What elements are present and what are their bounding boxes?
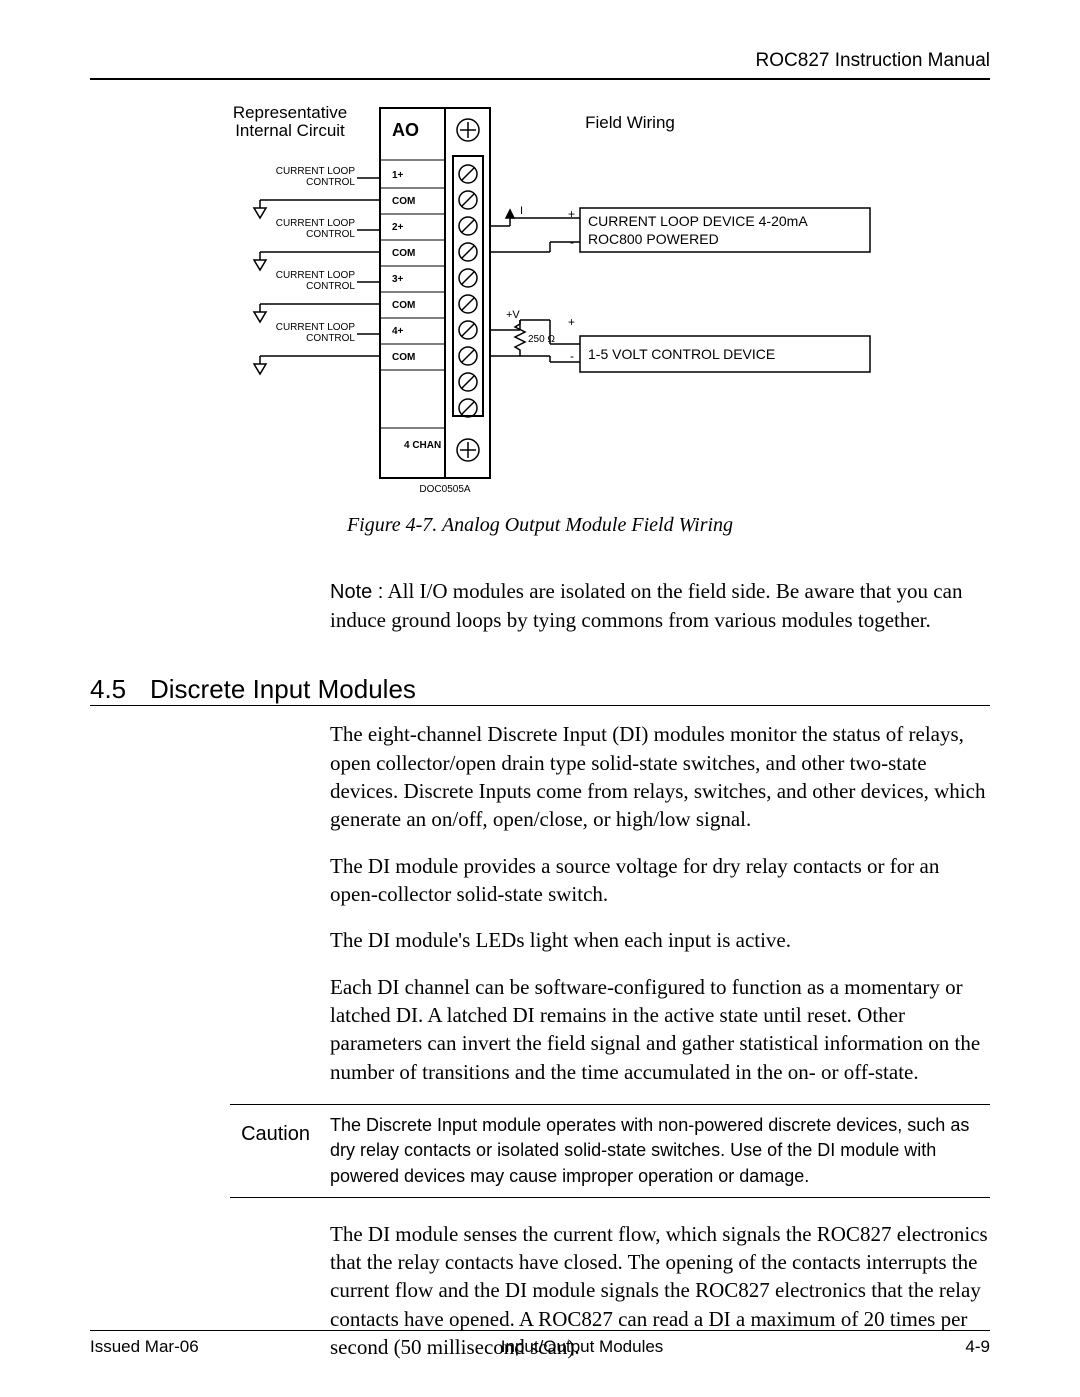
svg-text:250 Ω: 250 Ω [528, 334, 555, 345]
svg-text:-: - [570, 235, 574, 249]
footer-right: 4-9 [965, 1337, 990, 1357]
caution-block: Caution The Discrete Input module operat… [230, 1104, 990, 1198]
svg-text:COM: COM [392, 352, 415, 363]
note-text: All I/O modules are isolated on the fiel… [330, 579, 962, 632]
svg-text:I: I [520, 205, 523, 217]
para-1: The eight-channel Discrete Input (DI) mo… [330, 720, 990, 833]
rep-label-2: Internal Circuit [235, 121, 345, 140]
section-title: Discrete Input Modules [150, 674, 416, 705]
svg-text:1+: 1+ [392, 170, 404, 181]
svg-text:CONTROL: CONTROL [306, 281, 355, 292]
svg-text:CONTROL: CONTROL [306, 333, 355, 344]
para-2: The DI module provides a source voltage … [330, 852, 990, 909]
svg-text:1-5 VOLT CONTROL DEVICE: 1-5 VOLT CONTROL DEVICE [588, 346, 775, 362]
field-wiring-label: Field Wiring [585, 113, 675, 132]
caution-text: The Discrete Input module operates with … [330, 1113, 990, 1189]
rep-label-1: Representative [233, 103, 347, 122]
svg-text:4 CHAN: 4 CHAN [404, 440, 441, 451]
svg-text:COM: COM [392, 196, 415, 207]
svg-text:COM: COM [392, 248, 415, 259]
svg-text:2+: 2+ [392, 222, 404, 233]
figure-caption: Figure 4-7. Analog Output Module Field W… [90, 514, 990, 537]
ao-label: AO [392, 120, 419, 140]
svg-text:CURRENT LOOP: CURRENT LOOP [276, 270, 356, 281]
svg-text:ROC800 POWERED: ROC800 POWERED [588, 231, 719, 247]
note-block: Note : All I/O modules are isolated on t… [330, 577, 990, 634]
svg-text:DOC0505A: DOC0505A [419, 484, 470, 495]
wiring-diagram: Representative Internal Circuit Field Wi… [150, 100, 930, 500]
svg-text:3+: 3+ [392, 274, 404, 285]
svg-text:+V: +V [506, 309, 520, 321]
svg-text:-: - [570, 349, 574, 363]
svg-text:+: + [568, 207, 575, 221]
svg-text:CONTROL: CONTROL [306, 229, 355, 240]
para-4: Each DI channel can be software-configur… [330, 973, 990, 1086]
section-number: 4.5 [90, 674, 150, 705]
page-footer: Issued Mar-06 Input/Output Modules 4-9 [90, 1330, 990, 1357]
svg-text:+: + [568, 315, 575, 329]
svg-text:CURRENT LOOP: CURRENT LOOP [276, 218, 356, 229]
caution-label: Caution [230, 1113, 330, 1189]
svg-text:CURRENT LOOP DEVICE 4-20mA: CURRENT LOOP DEVICE 4-20mA [588, 213, 808, 229]
body-column: The eight-channel Discrete Input (DI) mo… [330, 720, 990, 1086]
header-title: ROC827 Instruction Manual [90, 50, 990, 72]
page-header: ROC827 Instruction Manual [90, 50, 990, 80]
svg-text:COM: COM [392, 300, 415, 311]
note-lead: Note : [330, 581, 383, 603]
svg-text:CURRENT LOOP: CURRENT LOOP [276, 166, 356, 177]
svg-text:CURRENT LOOP: CURRENT LOOP [276, 322, 356, 333]
svg-text:4+: 4+ [392, 326, 404, 337]
svg-text:CONTROL: CONTROL [306, 177, 355, 188]
para-3: The DI module's LEDs light when each inp… [330, 926, 990, 954]
footer-center: Input/Output Modules [501, 1337, 664, 1357]
section-heading: 4.5 Discrete Input Modules [90, 674, 990, 706]
footer-left: Issued Mar-06 [90, 1337, 199, 1357]
